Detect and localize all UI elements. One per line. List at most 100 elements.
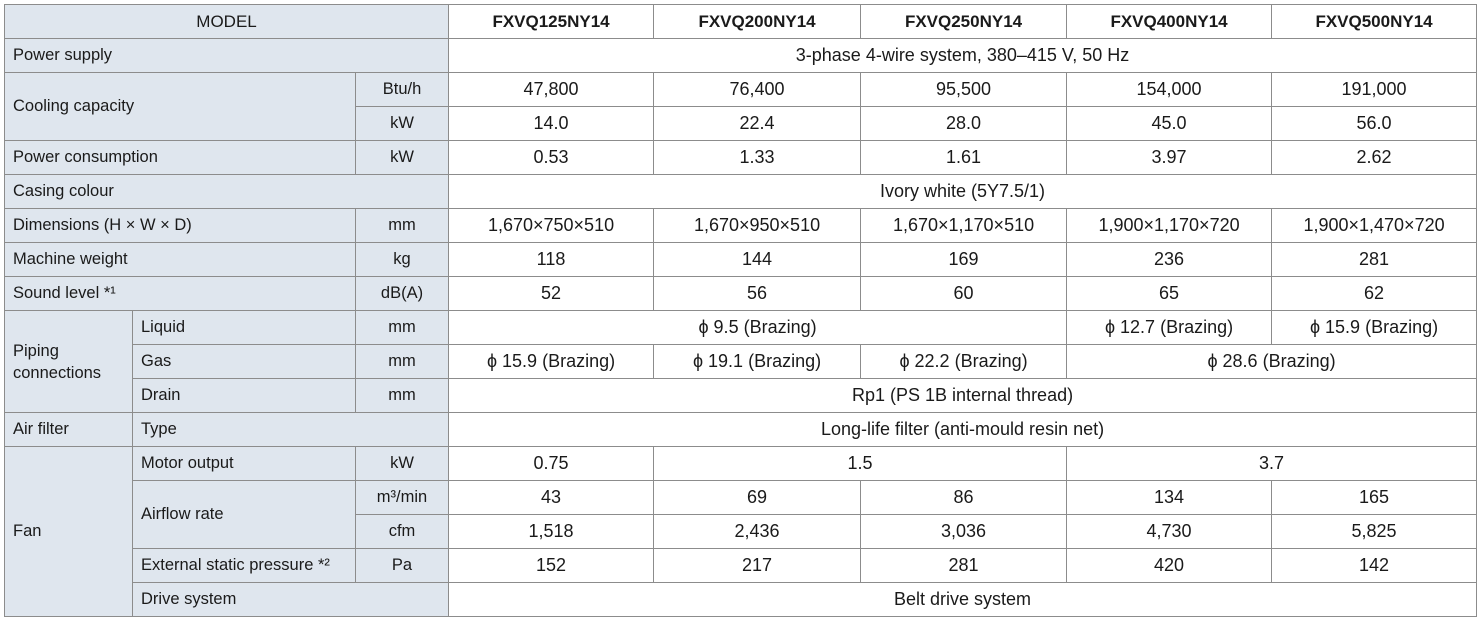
spec-row: Power consumption kW 0.53 1.33 1.61 3.97 2.62 bbox=[4, 140, 1478, 175]
spec-value: 281 bbox=[860, 548, 1068, 583]
spec-value: 217 bbox=[653, 548, 862, 583]
spec-row: Gas mm ϕ 15.9 (Brazing) ϕ 19.1 (Brazing) ϕ 2… bbox=[5, 344, 1478, 379]
spec-value: ϕ 15.9 (Brazing) bbox=[1271, 310, 1478, 345]
spec-value: ϕ 19.1 (Brazing) bbox=[653, 344, 862, 379]
spec-value: 154,000 bbox=[1066, 72, 1273, 107]
model-header: FXVQ125NY14 bbox=[448, 4, 655, 39]
row-label: Airflow rate bbox=[132, 480, 356, 549]
spec-row: Casing colour Ivory white (5Y7.5/1) bbox=[3, 174, 1478, 209]
spec-value: 5,825 bbox=[1271, 514, 1478, 549]
spec-row: Drain mm Rp1 (PS 1B internal thread) bbox=[5, 378, 1478, 413]
spec-value: Ivory white (5Y7.5/1) bbox=[448, 174, 1478, 209]
spec-row: Air filter Type Long-life filter (anti-mou… bbox=[4, 412, 1478, 447]
row-label: Type bbox=[131, 412, 450, 447]
spec-value: 0.53 bbox=[448, 140, 655, 175]
row-label: Drain bbox=[132, 378, 356, 413]
row-label: Liquid bbox=[132, 310, 356, 345]
spec-value: ϕ 12.7 (Brazing) bbox=[1066, 310, 1273, 345]
spec-value: 169 bbox=[860, 242, 1068, 277]
row-label: External static pressure *² bbox=[132, 548, 356, 583]
spec-row: kW 14.0 22.4 28.0 45.0 56.0 bbox=[5, 106, 1478, 141]
spec-value: 1,900×1,470×720 bbox=[1271, 208, 1478, 243]
spec-value: Rp1 (PS 1B internal thread) bbox=[448, 378, 1478, 413]
row-label: Cooling capacity bbox=[4, 72, 356, 141]
spec-value: 52 bbox=[448, 276, 655, 311]
model-header: FXVQ400NY14 bbox=[1066, 4, 1273, 39]
spec-value: 281 bbox=[1271, 242, 1478, 277]
unit-label: mm bbox=[354, 378, 450, 413]
spec-row: Power supply 3-phase 4-wire system, 380–4… bbox=[3, 38, 1478, 73]
spec-value: ϕ 9.5 (Brazing) bbox=[448, 310, 1068, 345]
spec-value: 4,730 bbox=[1066, 514, 1273, 549]
spec-value: 43 bbox=[448, 480, 655, 515]
spec-value: 142 bbox=[1271, 548, 1478, 583]
spec-value: 1,900×1,170×720 bbox=[1066, 208, 1273, 243]
spec-value: 420 bbox=[1066, 548, 1273, 583]
unit-label: mm bbox=[354, 208, 450, 243]
spec-value: 45.0 bbox=[1066, 106, 1273, 141]
spec-value: 152 bbox=[448, 548, 655, 583]
unit-label: kg bbox=[354, 242, 450, 277]
spec-value: 65 bbox=[1066, 276, 1273, 311]
row-label: Power consumption bbox=[4, 140, 356, 175]
model-header: FXVQ250NY14 bbox=[860, 4, 1068, 39]
unit-label: cfm bbox=[354, 514, 450, 549]
spec-table: MODEL FXVQ125NY14 FXVQ200NY14 FXVQ250NY14 FX… bbox=[3, 4, 1478, 617]
spec-value: ϕ 28.6 (Brazing) bbox=[1066, 344, 1478, 379]
spec-value: 1.33 bbox=[653, 140, 862, 175]
spec-row: Piping connections Liquid mm ϕ 9.5 (Brazing… bbox=[4, 310, 1478, 413]
group-label: Piping connections bbox=[4, 310, 133, 413]
spec-value: 62 bbox=[1271, 276, 1478, 311]
spec-row: Sound level *¹ dB(A) 52 56 60 65 62 bbox=[4, 276, 1478, 311]
spec-value: 3.7 bbox=[1066, 446, 1478, 481]
spec-value: 86 bbox=[860, 480, 1068, 515]
spec-row: Fan Motor output kW 0.75 1.5 3.7 bbox=[4, 446, 1478, 617]
spec-value: 56.0 bbox=[1271, 106, 1478, 141]
spec-value: 165 bbox=[1271, 480, 1478, 515]
spec-value: 3.97 bbox=[1066, 140, 1273, 175]
spec-value: 0.75 bbox=[448, 446, 655, 481]
header-label: MODEL bbox=[3, 4, 450, 39]
row-label: Motor output bbox=[132, 446, 356, 481]
model-header: FXVQ200NY14 bbox=[653, 4, 862, 39]
spec-value: 95,500 bbox=[860, 72, 1068, 107]
spec-value: 1,670×1,170×510 bbox=[860, 208, 1068, 243]
spec-row: cfm 1,518 2,436 3,036 4,730 5,825 bbox=[5, 514, 1478, 549]
spec-value: Belt drive system bbox=[448, 582, 1478, 617]
row-label: Power supply bbox=[3, 38, 450, 73]
row-label: Drive system bbox=[131, 582, 450, 617]
spec-value: 1,518 bbox=[448, 514, 655, 549]
spec-value: ϕ 22.2 (Brazing) bbox=[860, 344, 1068, 379]
unit-label: mm bbox=[354, 344, 450, 379]
spec-value: 14.0 bbox=[448, 106, 655, 141]
spec-value: 56 bbox=[653, 276, 862, 311]
spec-row: Airflow rate m³/min 43 69 86 134 165 bbox=[5, 480, 1478, 549]
group-label: Air filter bbox=[4, 412, 133, 447]
spec-value: 1,670×950×510 bbox=[653, 208, 862, 243]
spec-value: 69 bbox=[653, 480, 862, 515]
spec-value: 118 bbox=[448, 242, 655, 277]
unit-label: m³/min bbox=[354, 480, 450, 515]
spec-value: 2.62 bbox=[1271, 140, 1478, 175]
spec-value: 28.0 bbox=[860, 106, 1068, 141]
spec-row: External static pressure *² Pa 152 217 281 42… bbox=[5, 548, 1478, 583]
spec-value: 236 bbox=[1066, 242, 1273, 277]
spec-value: 1.61 bbox=[860, 140, 1068, 175]
unit-label: mm bbox=[354, 310, 450, 345]
row-label: Gas bbox=[132, 344, 356, 379]
unit-label: Btu/h bbox=[354, 72, 450, 107]
spec-value: Long-life filter (anti-mould resin net) bbox=[448, 412, 1478, 447]
row-label: Dimensions (H × W × D) bbox=[4, 208, 356, 243]
spec-value: 144 bbox=[653, 242, 862, 277]
header-row: MODEL FXVQ125NY14 FXVQ200NY14 FXVQ250NY14 FX… bbox=[3, 4, 1478, 39]
spec-value: 1,670×750×510 bbox=[448, 208, 655, 243]
spec-value: 3,036 bbox=[860, 514, 1068, 549]
spec-value: 1.5 bbox=[653, 446, 1068, 481]
spec-value: 76,400 bbox=[653, 72, 862, 107]
spec-row: Dimensions (H × W × D) mm 1,670×750×510 1,6… bbox=[4, 208, 1478, 243]
unit-label: kW bbox=[354, 140, 450, 175]
spec-value: 60 bbox=[860, 276, 1068, 311]
row-label: Machine weight bbox=[4, 242, 356, 277]
spec-row: Drive system Belt drive system bbox=[5, 582, 1478, 617]
